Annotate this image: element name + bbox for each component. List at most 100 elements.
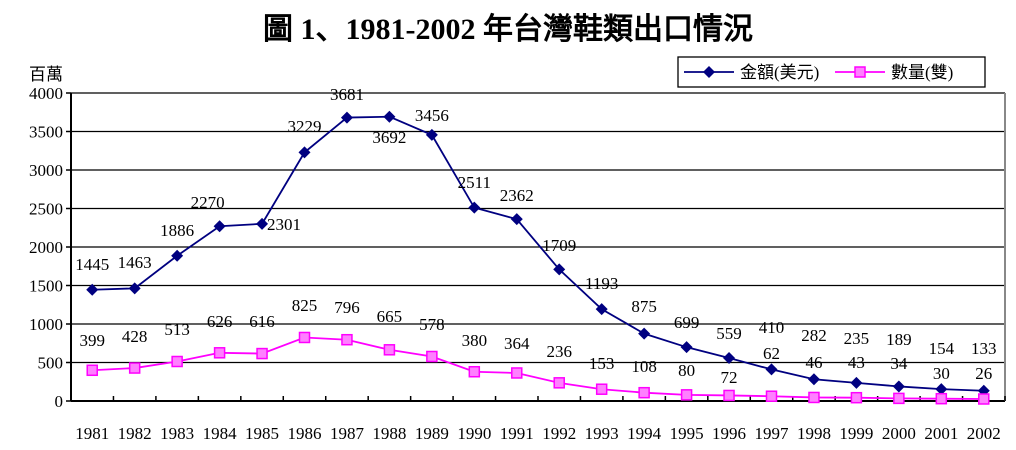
data-label-amount: 1463 [118,253,152,272]
data-point-amount [935,383,948,396]
data-point-amount [765,363,778,376]
data-point-quantity [978,393,990,405]
x-tick-label: 2002 [967,424,1001,443]
data-point-amount [638,327,651,340]
data-label-amount: 2362 [500,186,534,205]
data-label-quantity: 796 [334,298,360,317]
data-label-amount: 1886 [160,221,194,240]
data-point-quantity [426,350,438,363]
data-label-quantity: 62 [763,344,780,363]
data-point-quantity [808,391,820,404]
data-label-amount: 1193 [585,274,618,293]
x-tick-label: 1996 [712,424,746,443]
data-label-quantity: 108 [631,357,657,376]
data-label-amount: 3456 [415,106,449,125]
data-label-quantity: 428 [122,327,148,346]
x-tick-label: 1982 [118,424,152,443]
data-label-quantity: 236 [546,342,572,361]
data-point-amount [383,110,396,123]
data-point-quantity [256,347,268,360]
data-point-amount [86,283,99,296]
data-label-quantity: 380 [462,331,488,350]
chart-title: 圖 1、1981-2002 年台灣鞋類出口情況 [263,13,753,46]
legend-marker-diamond-icon [703,66,715,78]
data-point-quantity [850,391,863,404]
data-label-amount: 235 [844,329,870,348]
x-tick-label: 1986 [288,424,322,443]
data-label-quantity: 43 [848,353,865,372]
data-label-amount: 1445 [75,255,109,274]
y-axis-label: 百萬 [29,65,63,84]
series-line-1 [92,115,984,392]
data-label-quantity: 72 [721,368,738,387]
data-point-quantity [298,331,311,344]
data-label-quantity: 26 [975,364,992,383]
data-label-amount: 2301 [267,215,301,234]
data-point-amount [425,128,438,141]
x-tick-label: 1983 [160,424,194,443]
data-point-amount [553,263,566,276]
data-point-quantity [765,390,778,402]
data-label-quantity: 399 [79,331,105,350]
legend-label: 數量(雙) [891,63,953,82]
x-tick-label: 1985 [245,424,279,443]
data-label-amount: 875 [631,297,657,316]
x-tick-label: 1990 [457,424,491,443]
data-point-quantity [511,367,523,379]
data-point-quantity [553,377,565,389]
data-point-quantity [723,389,735,402]
x-tick-label: 1999 [839,424,873,443]
data-label-quantity: 34 [890,354,908,373]
data-label-quantity: 513 [164,320,190,339]
data-point-amount [468,201,481,214]
x-tick-label: 1995 [670,424,704,443]
data-point-amount [298,146,311,159]
data-label-amount: 2511 [458,173,491,192]
data-point-amount [807,373,820,386]
x-tick-label: 1992 [542,424,576,443]
y-tick-label: 2000 [29,238,63,257]
data-label-amount: 3692 [372,128,406,147]
data-point-amount [256,217,269,230]
data-point-quantity [680,389,693,401]
x-tick-label: 1991 [500,424,534,443]
data-label-amount: 1709 [542,236,576,255]
data-label-amount: 3681 [330,85,364,104]
series-line-2 [92,336,984,400]
data-label-quantity: 665 [377,307,403,326]
data-label-quantity: 578 [419,315,445,334]
legend-marker-square-icon [854,66,866,78]
y-tick-label: 4000 [29,84,63,103]
x-tick-label: 1984 [203,424,238,443]
data-label-amount: 189 [886,330,912,349]
data-label-amount: 559 [716,324,742,343]
data-point-amount [892,380,905,393]
y-tick-label: 1000 [29,315,63,334]
x-tick-label: 1998 [797,424,831,443]
data-label-quantity: 364 [504,334,530,353]
x-tick-label: 1997 [755,424,790,443]
data-point-amount [680,341,693,354]
data-point-quantity [213,347,226,359]
x-tick-label: 2000 [882,424,916,443]
data-label-quantity: 80 [678,361,695,380]
y-tick-label: 1500 [29,277,63,296]
x-tick-label: 1994 [627,424,662,443]
data-label-amount: 154 [929,339,955,358]
data-point-amount [340,111,353,124]
y-tick-label: 2500 [29,200,63,219]
x-tick-label: 1988 [372,424,406,443]
x-tick-label: 1989 [415,424,449,443]
data-point-quantity [638,386,650,399]
data-label-quantity: 626 [207,312,233,331]
y-tick-label: 3000 [29,161,63,180]
data-label-quantity: 153 [589,354,615,373]
data-point-amount [595,303,608,316]
data-point-quantity [171,355,183,368]
data-label-quantity: 616 [249,312,275,331]
y-tick-label: 3500 [29,123,63,142]
data-point-quantity [383,344,396,356]
y-tick-label: 500 [38,354,64,373]
y-tick-label: 0 [55,392,64,411]
